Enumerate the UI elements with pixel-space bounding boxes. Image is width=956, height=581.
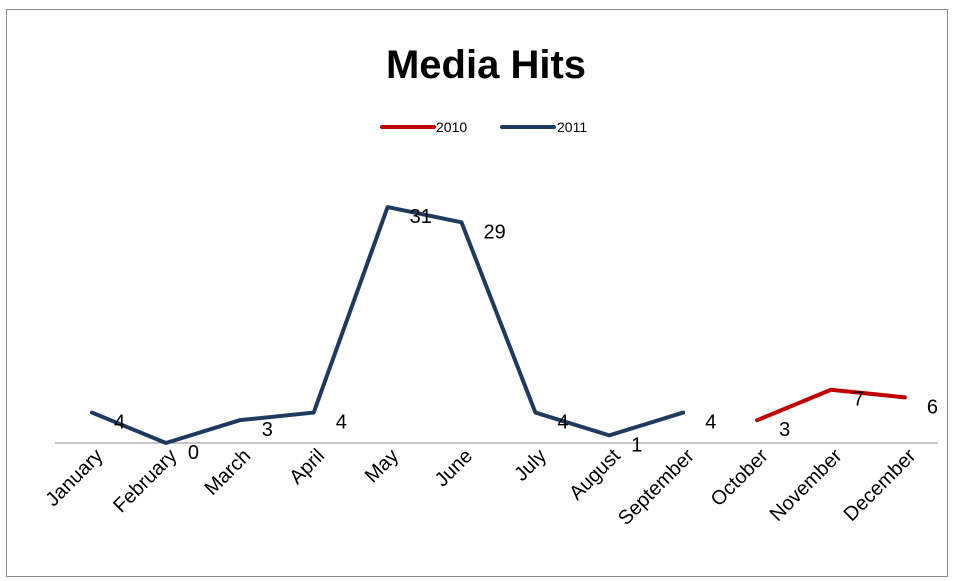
- data-label-2010-december: 6: [927, 396, 938, 418]
- data-point-2011-august: [608, 434, 610, 436]
- data-label-2010-october: 3: [779, 419, 790, 441]
- series-line-2010: [755, 387, 907, 423]
- x-tick-label-february: February: [109, 445, 181, 517]
- data-point-2011-march: [239, 419, 241, 421]
- data-label-2011-august: 1: [631, 434, 642, 456]
- x-tick-label-september: September: [614, 445, 699, 530]
- x-tick-label-may: May: [361, 445, 403, 487]
- chart-title: Media Hits: [386, 43, 586, 87]
- x-tick-label-july: July: [510, 445, 551, 486]
- data-point-2011-july: [534, 412, 536, 414]
- data-label-2011-february: 0: [188, 442, 199, 464]
- data-labels: 3 7 6 4 0 3 4 31 29 4 1 4: [114, 206, 938, 464]
- x-tick-label-april: April: [285, 445, 329, 489]
- data-label-2011-june: 29: [484, 221, 506, 243]
- data-point-2010-november: [830, 389, 832, 391]
- data-label-2011-july: 4: [557, 412, 568, 434]
- x-tick-label-august: August: [565, 445, 625, 505]
- x-tick-label-november: November: [766, 445, 847, 526]
- data-point-2011-september: [682, 412, 684, 414]
- data-point-2011-january: [91, 412, 93, 414]
- data-point-2011-june: [461, 221, 462, 223]
- data-label-2011-september: 4: [705, 412, 716, 434]
- x-tick-label-december: December: [840, 445, 921, 526]
- data-point-2011-may: [387, 206, 389, 208]
- x-tick-label-june: June: [431, 445, 477, 491]
- data-point-2011-april: [313, 412, 315, 414]
- data-label-2011-march: 3: [262, 419, 273, 441]
- legend-item-2010: 2010: [380, 119, 467, 135]
- data-label-2011-january: 4: [114, 412, 125, 434]
- data-label-2011-april: 4: [336, 412, 347, 434]
- legend: 2010 2011: [380, 119, 587, 135]
- legend-item-2011: 2011: [500, 119, 587, 135]
- series-line-2011: [90, 205, 686, 445]
- x-tick-label-january: January: [42, 445, 108, 511]
- x-axis-tick-labels: January February March April May June July Augu…: [42, 445, 921, 530]
- data-point-2010-december: [904, 396, 906, 398]
- data-point-2010-october: [756, 419, 758, 421]
- data-point-2011-february: [165, 442, 167, 444]
- legend-label-2010: 2010: [436, 119, 467, 135]
- data-label-2010-november: 7: [853, 389, 864, 411]
- x-tick-label-march: March: [200, 445, 255, 500]
- legend-label-2011: 2011: [557, 119, 587, 135]
- data-label-2011-may: 31: [410, 206, 432, 228]
- series-layer: [90, 205, 907, 445]
- x-tick-label-october: October: [707, 445, 773, 511]
- chart-frame: [6, 9, 948, 577]
